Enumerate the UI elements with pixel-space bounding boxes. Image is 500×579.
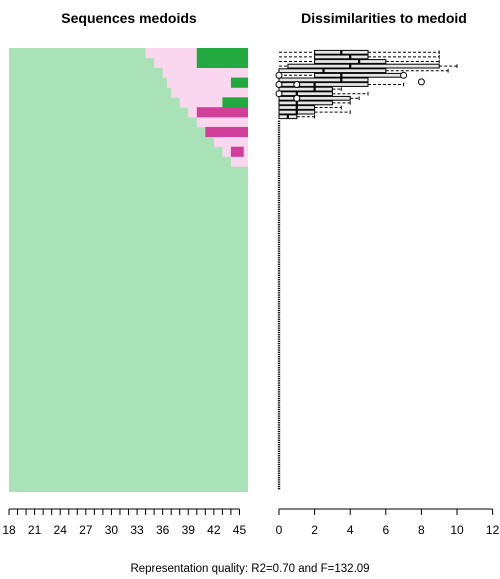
box-outlier [275,81,283,88]
age-tick-label: 30 [105,523,119,537]
age-tick-label: 33 [130,523,144,537]
box-iqr [278,91,333,97]
box-outlier [293,81,301,88]
age-tick-label: 39 [182,523,196,537]
sequence-spell-green [196,48,248,59]
box-iqr [314,59,387,64]
sequence-spell-light-pink [145,48,248,59]
sequence-spell-light-pink [179,97,248,108]
age-tick-label: 24 [54,523,68,537]
box-outlier [293,94,301,102]
box-iqr [278,100,333,106]
age-axis: 18 21 24 27 30 33 36 39 42 45 [2,508,247,537]
sequence-spell-light-pink [196,117,248,128]
sequence-spell-magenta [196,107,248,118]
box-iqr [278,68,387,74]
box-outlier [417,78,425,86]
sequence-spell-light-pink [230,156,248,167]
dissimilarity-boxplot-panel [275,49,458,490]
representation-quality-caption: Representation quality: R2=0.70 and F=13… [130,563,369,575]
dissimilarity-tick-label: 8 [418,523,425,537]
age-tick-label: 27 [79,523,93,537]
dissimilarity-tick-label: 2 [311,523,318,537]
sequence-spell-light-pink [162,67,248,78]
dissimilarity-tick-label: 10 [450,523,464,537]
sequence-spell-light-pink [166,77,248,88]
box-outlier [400,71,408,79]
sequence-spell-magenta [230,146,244,157]
box-iqr [314,54,369,60]
age-tick-label: 42 [207,523,221,537]
age-tick-label: 18 [2,523,16,537]
dissimilarity-tick-label: 6 [382,523,389,537]
age-tick-label: 45 [233,523,247,537]
sequence-spell-green [222,97,248,108]
sequence-spell-light-pink [171,87,248,98]
box-iqr [287,63,440,69]
box-iqr [278,82,369,87]
left-panel-title: Sequences medoids [61,10,197,26]
sequence-spell-green [196,57,248,69]
sequence-spell-magenta [205,126,248,138]
box-outlier [275,90,283,98]
dissimilarity-axis: 0 2 4 6 8 10 12 [276,508,500,537]
box-iqr [278,95,351,101]
sequence-medoids-panel [9,48,248,492]
sequence-spell-green [230,77,248,88]
box-iqr [278,77,369,83]
age-tick-label: 21 [28,523,42,537]
dissimilarity-tick-label: 4 [347,523,354,537]
box-outlier [275,71,283,79]
sequence-spell-light-pink [213,136,248,147]
age-tick-label: 36 [156,523,170,537]
box-iqr [278,86,333,92]
dissimilarity-tick-label: 12 [486,523,500,537]
right-panel-title: Dissimilarities to medoid [301,10,467,26]
box-iqr [314,72,405,78]
dissimilarity-tick-label: 0 [276,523,283,537]
